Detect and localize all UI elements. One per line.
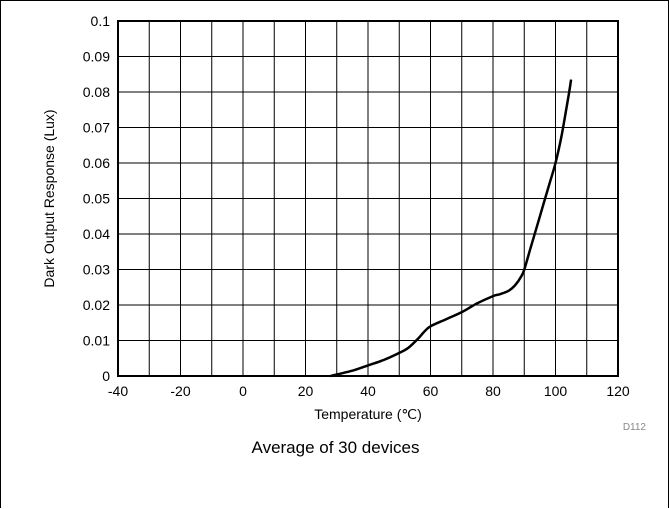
y-tick-label: 0.09 bbox=[83, 49, 110, 65]
y-tick-label: 0.1 bbox=[91, 13, 111, 29]
x-tick-label: 120 bbox=[606, 383, 630, 399]
y-tick-label: 0 bbox=[102, 368, 110, 384]
chart-caption: Average of 30 devices bbox=[251, 438, 420, 457]
y-tick-label: 0.04 bbox=[83, 226, 110, 242]
x-axis-label: Temperature (℃) bbox=[314, 406, 422, 422]
y-tick-label: 0.05 bbox=[83, 191, 110, 207]
y-tick-label: 0.06 bbox=[83, 155, 110, 171]
x-tick-label: 80 bbox=[485, 383, 501, 399]
plot-frame bbox=[117, 20, 619, 377]
x-tick-label: 60 bbox=[423, 383, 439, 399]
x-tick-label: 100 bbox=[544, 383, 568, 399]
y-tick-label: 0.02 bbox=[83, 297, 110, 313]
y-tick-label: 0.08 bbox=[83, 84, 110, 100]
y-tick-label: 0.07 bbox=[83, 120, 110, 136]
figure-id: D112 bbox=[622, 422, 646, 433]
y-tick-label: 0.03 bbox=[83, 262, 110, 278]
y-axis-label: Dark Output Response (Lux) bbox=[41, 109, 57, 287]
x-tick-label: 20 bbox=[298, 383, 314, 399]
x-tick-label: -20 bbox=[170, 383, 190, 399]
x-tick-label: -40 bbox=[108, 383, 128, 399]
y-tick-label: 0.01 bbox=[83, 333, 110, 349]
x-tick-label: 40 bbox=[360, 383, 376, 399]
data-series-line bbox=[330, 79, 573, 378]
x-tick-label: 0 bbox=[239, 383, 247, 399]
